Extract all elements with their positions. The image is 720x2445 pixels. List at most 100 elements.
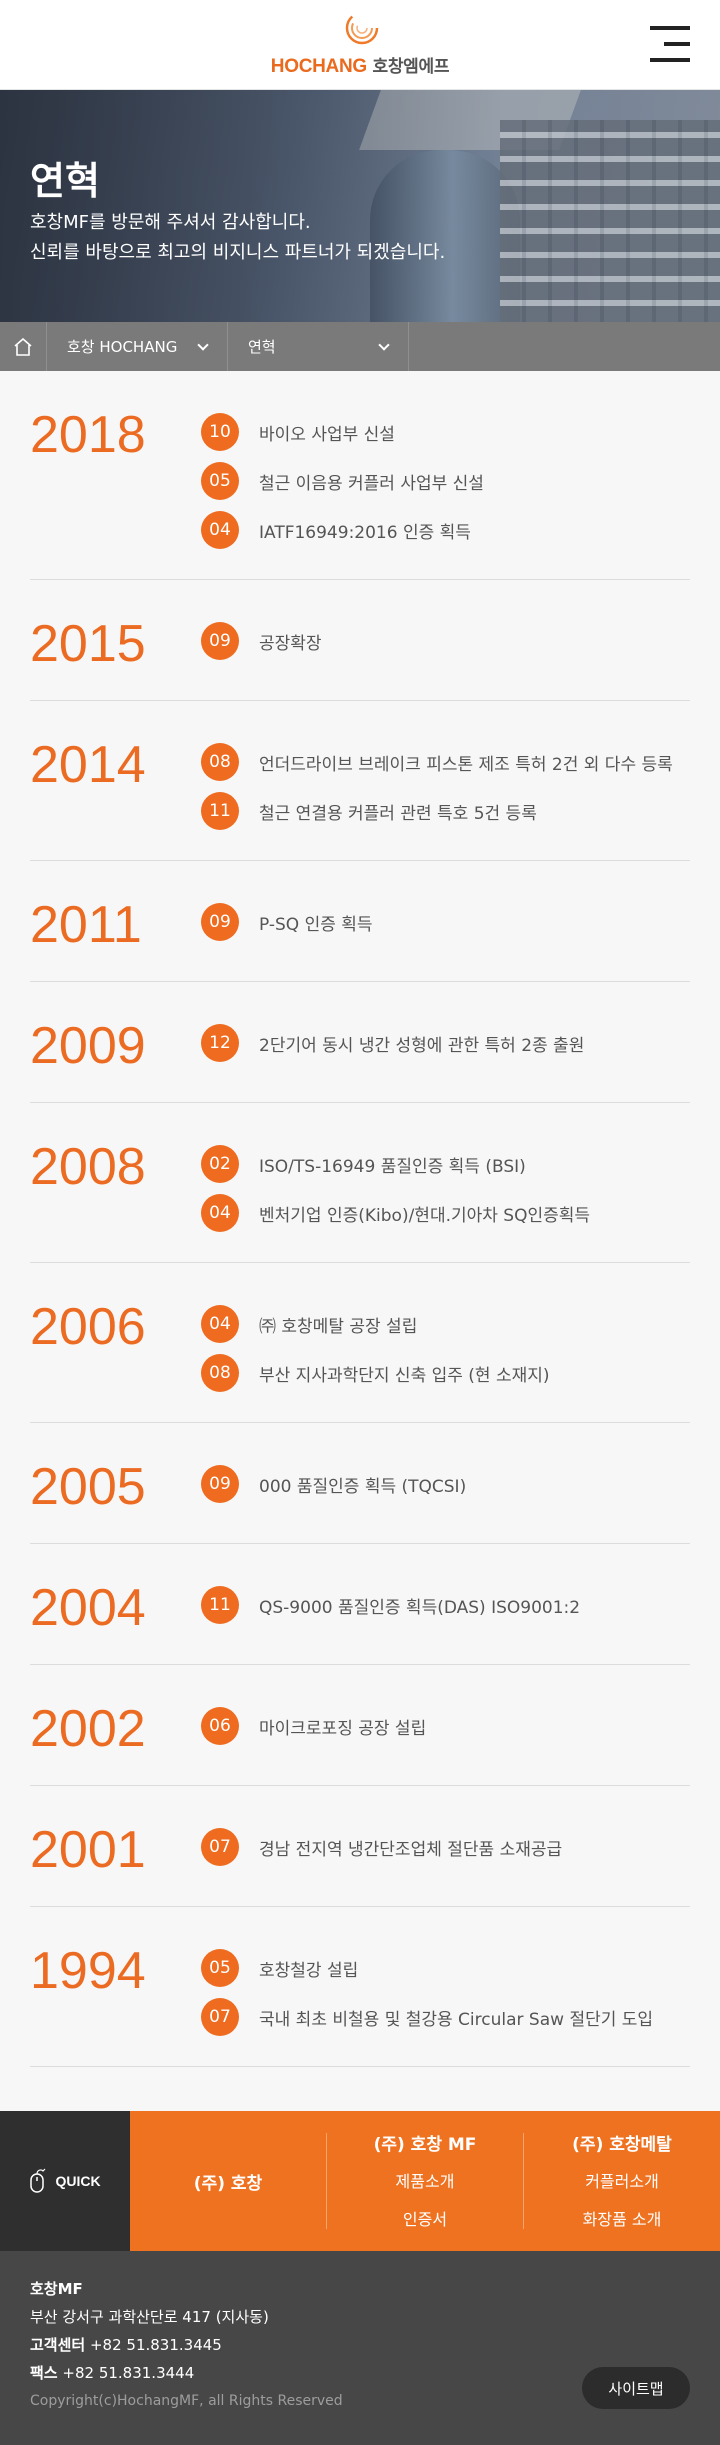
logo[interactable]: HOCHANG 호창엠에프 <box>0 10 720 78</box>
year-label: 2014 <box>30 736 146 794</box>
event-text: 부산 지사과학단지 신축 입주 (현 소재지) <box>259 1365 550 1386</box>
event-item: 08 부산 지사과학단지 신축 입주 (현 소재지) <box>201 1354 690 1392</box>
event-list: 04 ㈜ 호창메탈 공장 설립 08 부산 지사과학단지 신축 입주 (현 소재지) <box>201 1305 690 1392</box>
month-badge: 08 <box>201 1354 239 1392</box>
event-item: 10 바이오 사업부 신설 <box>201 413 690 451</box>
chevron-down-icon <box>197 338 209 351</box>
footer-company: 호창MF <box>30 2280 83 2298</box>
event-text: P-SQ 인증 획득 <box>259 914 373 935</box>
breadcrumb-select-page[interactable]: 연혁 <box>228 322 409 371</box>
breadcrumb: 호창 HOCHANG 연혁 <box>0 322 720 371</box>
event-text: 호창철강 설립 <box>259 1960 359 1981</box>
event-text: IATF16949:2016 인증 획득 <box>259 522 471 543</box>
site-footer: 호창MF 부산 강서구 과학산단로 417 (지사동) 고객센터 +82 51.… <box>0 2251 720 2445</box>
hero-subtitle-line1: 호창MF를 방문해 주셔서 감사합니다. <box>30 212 311 233</box>
event-item: 09 000 품질인증 획득 (TQCSI) <box>201 1465 690 1503</box>
event-item: 04 ㈜ 호창메탈 공장 설립 <box>201 1305 690 1343</box>
quick-label: QUICK <box>0 2111 130 2251</box>
breadcrumb-select-company[interactable]: 호창 HOCHANG <box>47 322 228 371</box>
month-badge: 09 <box>201 622 239 660</box>
quick-col-hochang-mf: (주) 호창 MF 제품소개 인증서 <box>327 2133 524 2229</box>
year-label: 2009 <box>30 1017 146 1075</box>
month-badge: 06 <box>201 1707 239 1745</box>
event-item: 06 마이크로포징 공장 설립 <box>201 1707 690 1745</box>
event-list: 10 바이오 사업부 신설 05 철근 이음용 커플러 사업부 신설 04 IATF169… <box>201 413 690 549</box>
hero-subtitle-line2: 신뢰를 바탕으로 최고의 비지니스 파트너가 되겠습니다. <box>30 242 446 263</box>
quick-link-certificates[interactable]: 인증서 <box>402 2209 448 2229</box>
year-block: 2001 07 경남 전지역 냉간단조업체 절단품 소재공급 <box>30 1786 690 1907</box>
event-text: ISO/TS-16949 품질인증 획득 (BSI) <box>259 1156 526 1177</box>
logo-mark-icon <box>345 11 379 45</box>
event-list: 09 P-SQ 인증 획득 <box>201 903 690 951</box>
event-item: 02 ISO/TS-16949 품질인증 획득 (BSI) <box>201 1145 690 1183</box>
hero-subtitle: 호창MF를 방문해 주셔서 감사합니다. 신뢰를 바탕으로 최고의 비지니스 파… <box>30 208 445 268</box>
month-badge: 10 <box>201 413 239 451</box>
event-list: 12 2단기어 동시 냉간 성형에 관한 특허 2종 출원 <box>201 1024 690 1072</box>
quick-link-products[interactable]: 제품소개 <box>395 2171 455 2191</box>
year-label: 2006 <box>30 1298 146 1356</box>
event-list: 09 000 품질인증 획득 (TQCSI) <box>201 1465 690 1513</box>
hero-banner: 연혁 호창MF를 방문해 주셔서 감사합니다. 신뢰를 바탕으로 최고의 비지니… <box>0 90 720 322</box>
quick-link-hochang-metal[interactable]: (주) 호창메탈 <box>572 2134 672 2155</box>
event-text: 000 품질인증 획득 (TQCSI) <box>259 1476 467 1497</box>
year-block: 2014 08 언더드라이브 브레이크 피스톤 제조 특허 2건 외 다수 등록 11… <box>30 701 690 861</box>
year-block: 2006 04 ㈜ 호창메탈 공장 설립 08 부산 지사과학단지 신축 입주 (현 소… <box>30 1263 690 1423</box>
event-list: 11 QS-9000 품질인증 획득(DAS) ISO9001:2 <box>201 1586 690 1634</box>
event-text: 경남 전지역 냉간단조업체 절단품 소재공급 <box>259 1839 563 1860</box>
year-block: 2011 09 P-SQ 인증 획득 <box>30 861 690 982</box>
year-block: 2008 02 ISO/TS-16949 품질인증 획득 (BSI) 04 벤처기업 인… <box>30 1103 690 1263</box>
year-block: 1994 05 호창철강 설립 07 국내 최초 비철용 및 철강용 Circular … <box>30 1907 690 2067</box>
event-item: 09 공장확장 <box>201 622 690 660</box>
event-text: 철근 이음용 커플러 사업부 신설 <box>259 473 484 494</box>
logo-text: HOCHANG 호창엠에프 <box>0 52 720 78</box>
year-label: 2008 <box>30 1138 146 1196</box>
footer-tel-number: +82 51.831.3445 <box>89 2336 222 2354</box>
event-item: 09 P-SQ 인증 획득 <box>201 903 690 941</box>
year-label: 2002 <box>30 1700 146 1758</box>
event-item: 11 QS-9000 품질인증 획득(DAS) ISO9001:2 <box>201 1586 690 1624</box>
sitemap-button[interactable]: 사이트맵 <box>582 2367 690 2409</box>
footer-fax-label: 팩스 <box>30 2364 58 2382</box>
year-label: 2001 <box>30 1821 146 1879</box>
event-list: 08 언더드라이브 브레이크 피스톤 제조 특허 2건 외 다수 등록 11 철근 연… <box>201 743 690 830</box>
event-text: 언더드라이브 브레이크 피스톤 제조 특허 2건 외 다수 등록 <box>259 754 673 775</box>
home-button[interactable] <box>0 322 47 371</box>
home-icon <box>14 337 32 356</box>
event-text: QS-9000 품질인증 획득(DAS) ISO9001:2 <box>259 1597 581 1618</box>
month-badge: 07 <box>201 1828 239 1866</box>
month-badge: 12 <box>201 1024 239 1062</box>
footer-fax-number: +82 51.831.3444 <box>62 2364 195 2382</box>
quick-link-cosmetics[interactable]: 화장품 소개 <box>582 2209 662 2229</box>
month-badge: 04 <box>201 511 239 549</box>
quick-columns: (주) 호창 (주) 호창 MF 제품소개 인증서 (주) 호창메탈 커플러소개… <box>130 2111 720 2251</box>
quick-link-couplers[interactable]: 커플러소개 <box>585 2171 659 2191</box>
event-item: 07 경남 전지역 냉간단조업체 절단품 소재공급 <box>201 1828 690 1866</box>
breadcrumb-select-page-label: 연혁 <box>248 338 276 356</box>
event-item: 11 철근 연결용 커플러 관련 특호 5건 등록 <box>201 792 690 830</box>
quick-label-text: QUICK <box>55 2173 101 2189</box>
month-badge: 09 <box>201 903 239 941</box>
event-text: 벤처기업 인증(Kibo)/현대.기아차 SQ인증획득 <box>259 1205 591 1226</box>
quick-menu: QUICK (주) 호창 (주) 호창 MF 제품소개 인증서 (주) 호창메탈… <box>0 2111 720 2251</box>
quick-link-hochang[interactable]: (주) 호창 <box>193 2173 263 2194</box>
month-badge: 04 <box>201 1305 239 1343</box>
event-list: 07 경남 전지역 냉간단조업체 절단품 소재공급 <box>201 1828 690 1876</box>
month-badge: 02 <box>201 1145 239 1183</box>
year-label: 2005 <box>30 1458 146 1516</box>
footer-address: 부산 강서구 과학산단로 417 (지사동) <box>30 2308 269 2326</box>
quick-link-hochang-mf[interactable]: (주) 호창 MF <box>373 2134 477 2155</box>
breadcrumb-select-company-label: 호창 HOCHANG <box>67 338 178 356</box>
year-block: 2015 09 공장확장 <box>30 580 690 701</box>
event-list: 02 ISO/TS-16949 품질인증 획득 (BSI) 04 벤처기업 인증(Ki… <box>201 1145 690 1232</box>
month-badge: 04 <box>201 1194 239 1232</box>
event-item: 05 호창철강 설립 <box>201 1949 690 1987</box>
year-block: 2002 06 마이크로포징 공장 설립 <box>30 1665 690 1786</box>
event-list: 09 공장확장 <box>201 622 690 670</box>
event-item: 08 언더드라이브 브레이크 피스톤 제조 특허 2건 외 다수 등록 <box>201 743 690 781</box>
event-item: 12 2단기어 동시 냉간 성형에 관한 특허 2종 출원 <box>201 1024 690 1062</box>
event-text: 2단기어 동시 냉간 성형에 관한 특허 2종 출원 <box>259 1035 585 1056</box>
event-item: 04 벤처기업 인증(Kibo)/현대.기아차 SQ인증획득 <box>201 1194 690 1232</box>
year-block: 2004 11 QS-9000 품질인증 획득(DAS) ISO9001:2 <box>30 1544 690 1665</box>
event-list: 05 호창철강 설립 07 국내 최초 비철용 및 철강용 Circular Saw … <box>201 1949 690 2036</box>
hamburger-menu-icon[interactable] <box>650 26 690 62</box>
